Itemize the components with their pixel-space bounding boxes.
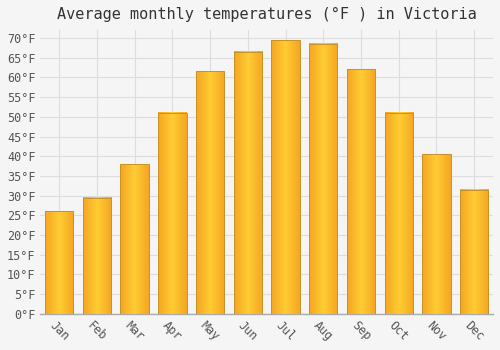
Bar bbox=[45, 211, 74, 314]
Bar bbox=[460, 190, 488, 314]
Bar bbox=[422, 154, 450, 314]
Bar bbox=[158, 113, 186, 314]
Bar bbox=[120, 164, 149, 314]
Bar bbox=[196, 71, 224, 314]
Bar bbox=[347, 70, 375, 314]
Title: Average monthly temperatures (°F ) in Victoria: Average monthly temperatures (°F ) in Vi… bbox=[57, 7, 476, 22]
Bar bbox=[384, 113, 413, 314]
Bar bbox=[272, 40, 299, 314]
Bar bbox=[309, 44, 338, 314]
Bar bbox=[234, 52, 262, 314]
Bar bbox=[83, 198, 111, 314]
